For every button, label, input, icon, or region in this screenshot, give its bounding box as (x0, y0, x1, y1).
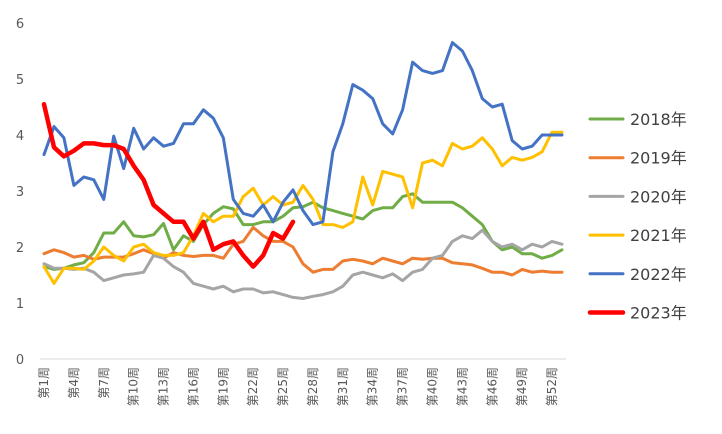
y-tick-label: 4 (16, 129, 24, 144)
legend-label: 2021年 (630, 226, 687, 245)
y-tick-label: 1 (16, 297, 24, 312)
series-line-2019年 (42, 225, 564, 277)
x-tick-label: 第52周 (545, 367, 559, 406)
x-tick-label: 第31周 (336, 367, 350, 406)
x-tick-label: 第43周 (455, 367, 469, 406)
legend-label: 2023年 (630, 304, 687, 323)
series-line-2022年 (42, 41, 564, 227)
legend-label: 2019年 (630, 149, 687, 168)
x-tick-label: 第25周 (276, 367, 290, 406)
x-tick-label: 第37周 (396, 367, 410, 406)
legend-label: 2018年 (630, 110, 687, 129)
y-tick-label: 0 (16, 353, 24, 368)
x-tick-label: 第40周 (426, 367, 440, 406)
x-tick-label: 第10周 (127, 367, 141, 406)
series-line-2018年 (42, 192, 564, 271)
x-tick-label: 第16周 (186, 367, 200, 406)
x-tick-label: 第46周 (485, 367, 499, 406)
x-tick-label: 第28周 (306, 367, 320, 406)
y-tick-label: 6 (16, 17, 24, 32)
x-tick-label: 第13周 (157, 367, 171, 406)
y-tick-label: 2 (16, 241, 24, 256)
x-tick-label: 第4周 (67, 367, 81, 399)
series-line-2021年 (42, 130, 564, 285)
x-tick-label: 第7周 (97, 367, 111, 399)
x-tick-label: 第49周 (515, 367, 529, 406)
x-tick-label: 第22周 (246, 367, 260, 406)
x-tick-label: 第19周 (216, 367, 230, 406)
x-tick-label: 第34周 (366, 367, 380, 406)
x-tick-label: 第1周 (37, 367, 51, 399)
y-tick-label: 3 (16, 185, 24, 200)
legend-label: 2022年 (630, 265, 687, 284)
y-tick-label: 5 (16, 73, 24, 88)
legend-label: 2020年 (630, 187, 687, 206)
series-line-2023年 (41, 101, 296, 269)
series-line-2020年 (42, 228, 564, 300)
